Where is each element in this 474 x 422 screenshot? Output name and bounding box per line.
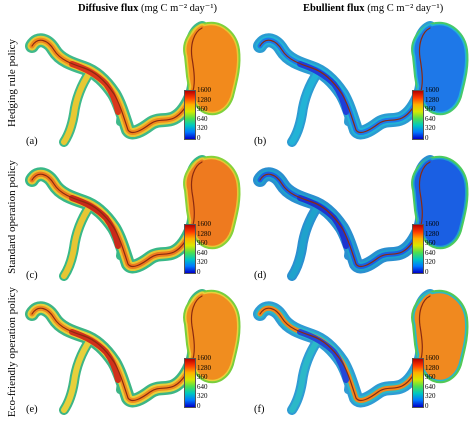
river-channel: [31, 295, 203, 402]
column-title-ebullient-units: (mg C m⁻² day⁻¹): [367, 3, 444, 14]
colorbar-tick-label: 1280: [197, 95, 211, 104]
reservoir-map: [25, 155, 241, 281]
river-channel: [259, 295, 431, 402]
map-panel-d: (d) 1600 1280 960 640 320 0: [252, 152, 470, 286]
colorbar-tick-label: 1600: [197, 86, 211, 94]
map-panel-e: (e) 1600 1280 960 640 320 0: [24, 286, 242, 420]
reservoir-arm-mid: [61, 203, 93, 279]
colorbar-tick-label: 1280: [197, 363, 211, 372]
row-title-hedging: Hedging rule policy: [2, 16, 22, 150]
reservoir-map: [253, 155, 469, 281]
colorbar-tick-label: 1600: [425, 86, 439, 94]
colorbar-tick-label: 1280: [197, 229, 211, 238]
colorbar: [412, 358, 424, 408]
colorbar-tick-label: 1280: [425, 363, 439, 372]
row-title-eco-friendly: Eco-friendly operation policy: [2, 284, 22, 420]
reservoir-map: [25, 289, 241, 415]
column-title-ebullient-bold: Ebullient flux: [303, 3, 365, 14]
column-title-diffusive-bold: Diffusive flux: [78, 3, 139, 14]
colorbar: [184, 90, 196, 140]
panel-label: (a): [26, 136, 38, 147]
river-channel: [31, 27, 203, 134]
reservoir-arm-mid: [61, 69, 93, 145]
colorbar-tick-label: 0: [197, 133, 201, 142]
reservoir-map: [253, 289, 469, 415]
colorbar-tick-label: 1600: [425, 220, 439, 228]
colorbar-tick-label: 320: [197, 124, 208, 133]
colorbar: [412, 224, 424, 274]
colorbar-tick-label: 320: [425, 124, 436, 133]
colorbar-tick-label: 960: [197, 373, 208, 382]
colorbar-tick-label: 1600: [197, 220, 211, 228]
colorbar-tick-label: 960: [425, 105, 436, 114]
lake-core: [414, 25, 465, 112]
colorbar-ticks: 1600 1280 960 640 320 0: [197, 355, 211, 413]
column-title-diffusive: Diffusive flux (mg C m⁻² day⁻¹): [78, 2, 217, 14]
colorbar-tick-label: 0: [425, 267, 429, 276]
row-title-standard-text: Standard operation policy: [6, 160, 19, 274]
colorbar-tick-label: 640: [425, 382, 436, 391]
colorbar-tick-label: 1600: [425, 354, 439, 362]
reservoir-arm-mid: [289, 337, 321, 413]
colorbar-tick-label: 0: [197, 401, 201, 410]
panel-label: (d): [254, 270, 267, 281]
reservoir-arm-mid: [61, 337, 93, 413]
colorbar-tick-label: 960: [425, 373, 436, 382]
colorbar: [412, 90, 424, 140]
map-panel-c: (c) 1600 1280 960 640 320 0: [24, 152, 242, 286]
colorbar-tick-label: 0: [425, 401, 429, 410]
panel-label: (f): [254, 404, 265, 415]
map-panel-f: (f) 1600 1280 960 640 320 0: [252, 286, 470, 420]
lake-core: [186, 293, 237, 380]
colorbar: [184, 358, 196, 408]
row-title-hedging-text: Hedging rule policy: [6, 39, 19, 127]
colorbar-tick-label: 640: [197, 114, 208, 123]
colorbar-tick-label: 960: [425, 239, 436, 248]
colorbar-tick-label: 960: [197, 105, 208, 114]
colorbar-tick-label: 320: [197, 392, 208, 401]
lake-core: [414, 293, 465, 380]
colorbar: [184, 224, 196, 274]
colorbar-tick-label: 640: [197, 248, 208, 257]
colorbar-tick-label: 320: [197, 258, 208, 267]
lake-core: [414, 159, 465, 246]
colorbar-tick-label: 640: [197, 382, 208, 391]
lake-core: [186, 159, 237, 246]
river-channel: [31, 161, 203, 268]
panel-label: (e): [26, 404, 38, 415]
colorbar-ticks: 1600 1280 960 640 320 0: [197, 87, 211, 145]
colorbar-tick-label: 1280: [425, 95, 439, 104]
colorbar-ticks: 1600 1280 960 640 320 0: [197, 221, 211, 279]
river-channel: [259, 27, 431, 134]
river-channel: [259, 161, 431, 268]
colorbar-tick-label: 320: [425, 258, 436, 267]
map-panel-a: (a) 1600 1280 960 640 320 0: [24, 18, 242, 152]
colorbar-tick-label: 1280: [425, 229, 439, 238]
reservoir-map: [253, 21, 469, 147]
lake-core: [186, 25, 237, 112]
colorbar-tick-label: 960: [197, 239, 208, 248]
colorbar-tick-label: 1600: [197, 354, 211, 362]
colorbar-ticks: 1600 1280 960 640 320 0: [425, 355, 439, 413]
column-title-diffusive-units: (mg C m⁻² day⁻¹): [141, 3, 217, 14]
column-title-ebullient: Ebullient flux (mg C m⁻² day⁻¹): [303, 2, 443, 14]
row-title-standard: Standard operation policy: [2, 150, 22, 284]
colorbar-tick-label: 320: [425, 392, 436, 401]
panel-label: (b): [254, 136, 267, 147]
panel-label: (c): [26, 270, 38, 281]
reservoir-arm-mid: [289, 69, 321, 145]
colorbar-tick-label: 0: [425, 133, 429, 142]
colorbar-ticks: 1600 1280 960 640 320 0: [425, 87, 439, 145]
colorbar-tick-label: 640: [425, 248, 436, 257]
reservoir-map: [25, 21, 241, 147]
reservoir-arm-mid: [289, 203, 321, 279]
colorbar-tick-label: 0: [197, 267, 201, 276]
colorbar-ticks: 1600 1280 960 640 320 0: [425, 221, 439, 279]
colorbar-tick-label: 640: [425, 114, 436, 123]
map-panel-b: (b) 1600 1280 960 640 320 0: [252, 18, 470, 152]
row-title-eco-friendly-text: Eco-friendly operation policy: [6, 286, 18, 418]
